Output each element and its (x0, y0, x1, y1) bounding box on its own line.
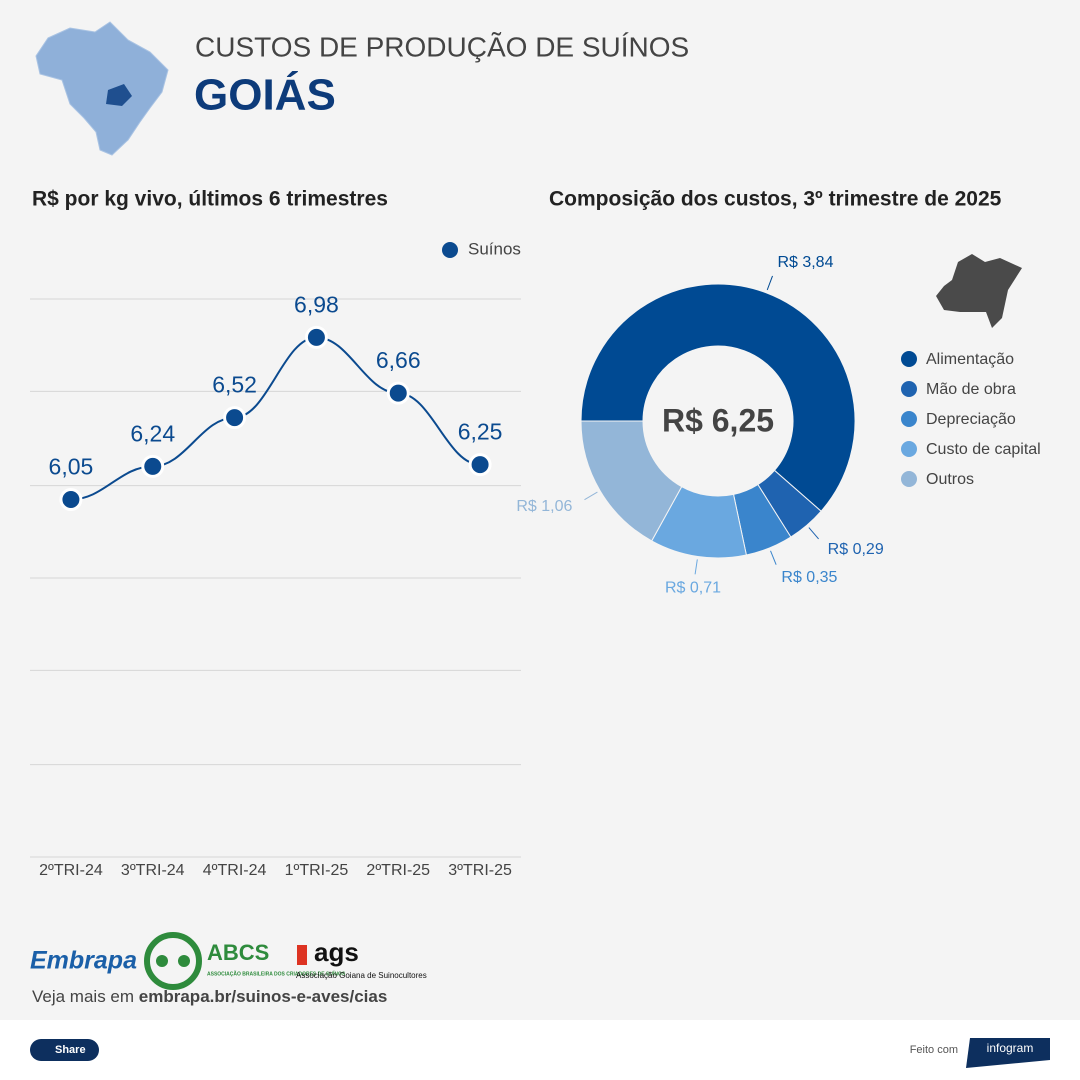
legend-label: Suínos (468, 239, 521, 258)
logo-embrapa: Embrapa (30, 947, 137, 975)
data-label: 6,66 (376, 347, 421, 373)
x-tick-label: 1ºTRI-25 (285, 862, 349, 879)
x-tick-label: 3ºTRI-25 (448, 862, 512, 879)
point (59, 488, 83, 512)
x-tick-label: 2ºTRI-24 (39, 862, 103, 879)
legend-marker (901, 381, 917, 397)
donut-segment (580, 283, 856, 512)
brand[interactable]: infogram (987, 1041, 1034, 1055)
data-label: R$ 3,84 (777, 254, 833, 271)
more-prefix: Veja mais em (32, 987, 134, 1006)
legend-label: Alimentação (926, 351, 1014, 368)
data-label: R$ 1,06 (516, 498, 572, 515)
legend-marker (901, 441, 917, 457)
footer-bar (0, 1020, 1080, 1080)
legend-label: Mão de obra (926, 381, 1016, 398)
brand-badge[interactable] (966, 1038, 1050, 1068)
logo-abcs-sub: ASSOCIAÇÃO BRASILEIRA DOS CRIADORES DE S… (207, 969, 346, 977)
data-label: 6,24 (130, 420, 175, 446)
data-label: R$ 0,35 (781, 569, 837, 586)
logo-abcs-mark (156, 955, 168, 967)
leader-line (770, 550, 777, 565)
data-label: R$ 0,71 (665, 579, 721, 596)
legend-marker (901, 471, 917, 487)
share-button[interactable] (30, 1039, 99, 1061)
title: CUSTOS DE PRODUÇÃO DE SUÍNOS (195, 31, 689, 62)
data-label: 6,52 (212, 372, 257, 398)
more-url[interactable]: embrapa.br/suinos-e-aves/cias (139, 987, 388, 1006)
background (0, 0, 1080, 1020)
data-label: 6,25 (458, 419, 503, 445)
x-tick-label: 3ºTRI-24 (121, 862, 185, 879)
legend-marker (901, 411, 917, 427)
map-goias (106, 84, 132, 106)
legend-marker (901, 351, 917, 367)
donut-center-label: R$ 6,25 (662, 402, 774, 438)
leader-line (766, 275, 773, 291)
chart-title: Composição dos custos, 3º trimestre de 2… (549, 188, 1002, 211)
logo-ags-mark (297, 945, 307, 965)
leader-line (694, 559, 698, 575)
chart-title: R$ por kg vivo, últimos 6 trimestres (32, 188, 388, 211)
point (223, 406, 247, 430)
legend-label: Outros (926, 471, 974, 488)
logo-ags-sub: Associação Goiana de Suinocultores (296, 971, 427, 980)
pig-icon (936, 254, 1022, 328)
data-label: 6,05 (49, 454, 94, 480)
legend-label: Depreciação (926, 411, 1016, 428)
more-link: Veja mais em embrapa.br/suinos-e-aves/ci… (32, 987, 387, 1006)
point (468, 453, 492, 477)
legend-label: Custo de capital (926, 441, 1041, 458)
point (304, 325, 328, 349)
logo-abcs-mark (178, 955, 190, 967)
logo-abcs: ABCS (207, 940, 269, 965)
data-label: R$ 0,29 (828, 541, 884, 558)
leader-line (808, 527, 819, 540)
point (141, 454, 165, 478)
made-with: Feito com (910, 1044, 958, 1056)
x-tick-label: 4ºTRI-24 (203, 862, 267, 879)
point (386, 381, 410, 405)
leader-line (584, 491, 598, 501)
share-label[interactable]: Share (55, 1044, 86, 1056)
subtitle: GOIÁS (194, 70, 336, 120)
data-label: 6,98 (294, 291, 339, 317)
logo-ags: ags (314, 937, 359, 967)
x-tick-label: 2ºTRI-25 (366, 862, 430, 879)
donut-segment (580, 420, 683, 542)
map-brazil (35, 21, 169, 156)
legend-marker (442, 242, 458, 258)
logo-abcs-mark (144, 932, 202, 990)
